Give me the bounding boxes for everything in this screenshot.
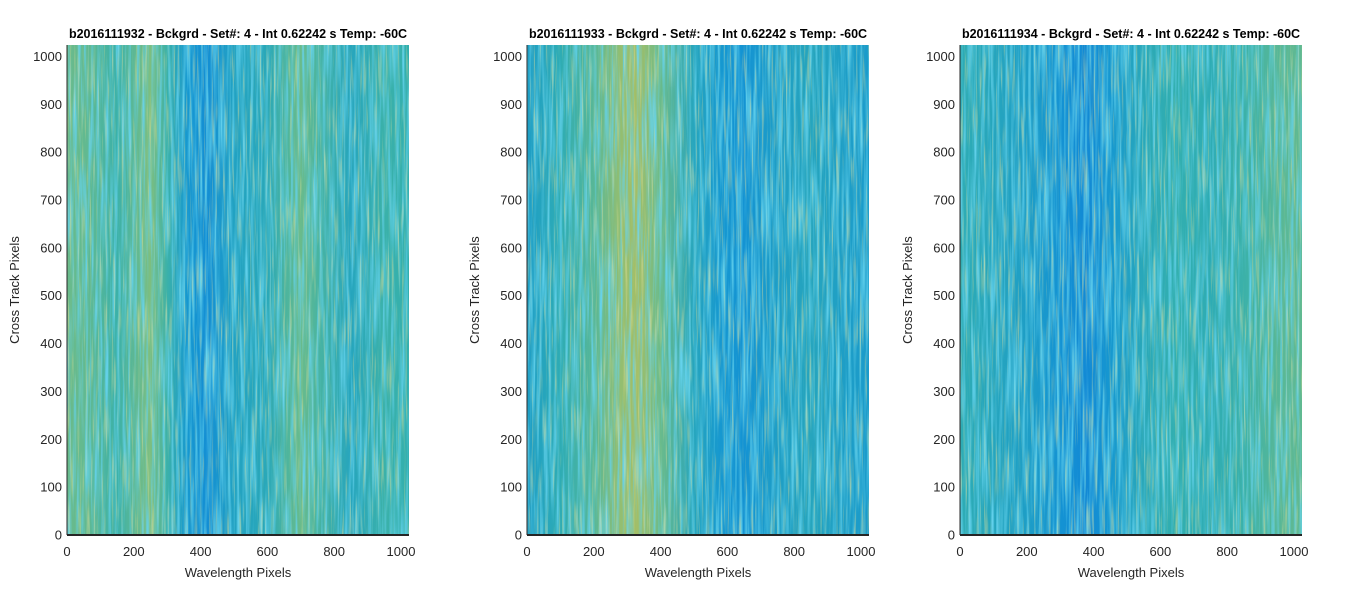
y-tick-labels-1: 0 100 200 300 400 500 600 700 800 900 1000 — [33, 49, 62, 543]
y-tick-label: 600 — [40, 240, 62, 255]
x-tick-label: 400 — [1083, 544, 1105, 559]
y-axis-label-1: Cross Track Pixels — [7, 236, 22, 344]
x-tick-label: 600 — [717, 544, 739, 559]
y-tick-label: 800 — [500, 145, 522, 160]
x-tick-label: 200 — [583, 544, 605, 559]
y-tick-label: 500 — [500, 288, 522, 303]
x-tick-label: 0 — [956, 544, 963, 559]
x-tick-labels-2: 0 200 400 600 800 1000 — [523, 544, 875, 559]
y-axis-label-3: Cross Track Pixels — [900, 236, 915, 344]
x-tick-label: 600 — [257, 544, 279, 559]
panel-3: 0 100 200 300 400 500 600 700 800 900 1000 0 200 400… — [900, 27, 1308, 580]
panel-2: 0 100 200 300 400 500 600 700 800 900 1000 0 200 400… — [467, 27, 875, 580]
heatmap-1 — [67, 45, 409, 535]
x-tick-label: 800 — [1216, 544, 1238, 559]
y-tick-label: 100 — [933, 480, 955, 495]
y-tick-label: 500 — [40, 288, 62, 303]
y-tick-label: 100 — [500, 480, 522, 495]
y-tick-label: 200 — [500, 432, 522, 447]
x-tick-label: 800 — [323, 544, 345, 559]
y-tick-labels-2: 0 100 200 300 400 500 600 700 800 900 1000 — [493, 49, 522, 543]
heatmap-1-noise-light — [67, 45, 409, 535]
x-tick-label: 600 — [1150, 544, 1172, 559]
heatmap-3 — [960, 45, 1302, 535]
y-tick-label: 600 — [500, 240, 522, 255]
heatmap-2 — [527, 45, 869, 535]
x-tick-label: 0 — [523, 544, 530, 559]
y-tick-label: 300 — [40, 384, 62, 399]
heatmap-3-noise-light — [960, 45, 1302, 535]
y-tick-label: 0 — [55, 528, 62, 543]
y-tick-label: 200 — [40, 432, 62, 447]
y-tick-label: 500 — [933, 288, 955, 303]
y-tick-label: 400 — [500, 336, 522, 351]
y-tick-labels-3: 0 100 200 300 400 500 600 700 800 900 1000 — [926, 49, 955, 543]
x-tick-label: 1000 — [1280, 544, 1309, 559]
chart-title-2: b2016111933 - Bckgrd - Set#: 4 - Int 0.6… — [529, 27, 867, 41]
y-tick-label: 900 — [933, 97, 955, 112]
x-tick-labels-3: 0 200 400 600 800 1000 — [956, 544, 1308, 559]
y-tick-label: 800 — [40, 145, 62, 160]
y-axis-label-2: Cross Track Pixels — [467, 236, 482, 344]
x-tick-label: 1000 — [387, 544, 416, 559]
x-tick-label: 200 — [1016, 544, 1038, 559]
y-tick-label: 900 — [40, 97, 62, 112]
chart-title-3: b2016111934 - Bckgrd - Set#: 4 - Int 0.6… — [962, 27, 1300, 41]
y-tick-label: 400 — [933, 336, 955, 351]
x-tick-labels-1: 0 200 400 600 800 1000 — [63, 544, 415, 559]
y-tick-label: 700 — [40, 193, 62, 208]
y-tick-label: 600 — [933, 240, 955, 255]
y-tick-label: 1000 — [926, 49, 955, 64]
y-tick-label: 1000 — [493, 49, 522, 64]
x-tick-label: 0 — [63, 544, 70, 559]
y-tick-label: 1000 — [33, 49, 62, 64]
x-tick-label: 1000 — [847, 544, 876, 559]
x-tick-label: 400 — [190, 544, 212, 559]
y-tick-label: 0 — [515, 528, 522, 543]
y-tick-label: 800 — [933, 145, 955, 160]
y-tick-label: 100 — [40, 480, 62, 495]
panel-1: 0 100 200 300 400 500 600 700 800 900 1000 0 200 400… — [7, 27, 415, 580]
x-tick-label: 400 — [650, 544, 672, 559]
y-tick-label: 900 — [500, 97, 522, 112]
x-tick-label: 200 — [123, 544, 145, 559]
x-axis-label-1: Wavelength Pixels — [185, 565, 292, 580]
x-axis-label-3: Wavelength Pixels — [1078, 565, 1185, 580]
x-axis-label-2: Wavelength Pixels — [645, 565, 752, 580]
heatmap-2-noise-light — [527, 45, 869, 535]
y-tick-label: 200 — [933, 432, 955, 447]
x-tick-label: 800 — [783, 544, 805, 559]
y-tick-label: 300 — [933, 384, 955, 399]
y-tick-label: 0 — [948, 528, 955, 543]
y-tick-label: 400 — [40, 336, 62, 351]
chart-title-1: b2016111932 - Bckgrd - Set#: 4 - Int 0.6… — [69, 27, 407, 41]
y-tick-label: 700 — [933, 193, 955, 208]
y-tick-label: 300 — [500, 384, 522, 399]
y-tick-label: 700 — [500, 193, 522, 208]
